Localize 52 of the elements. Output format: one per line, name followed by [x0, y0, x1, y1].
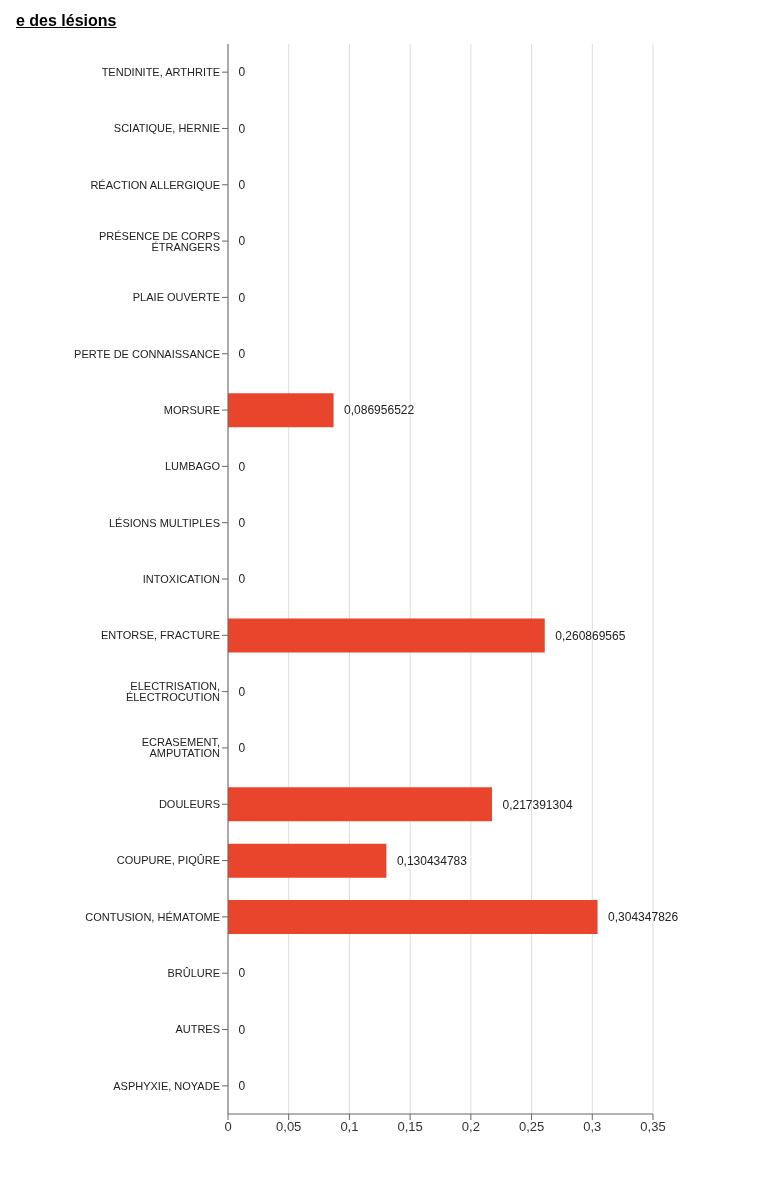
- text: e des lésions: [15, 11, 118, 31]
- y-tick-label: COUPURE, PIQÛRE: [116, 854, 220, 867]
- y-tick-label: PLAIE OUVERTE: [132, 291, 220, 304]
- data-label: 0: [238, 347, 246, 361]
- bar: [228, 393, 334, 428]
- x-tick-label: 0,05: [276, 1119, 302, 1135]
- bar: [228, 618, 545, 653]
- y-tick-label: TENDINITE, ARTHRITE: [101, 66, 220, 79]
- data-label: 0: [238, 290, 246, 305]
- y-tick-label: RÉACTION ALLERGIQUE: [90, 178, 220, 191]
- y-tick-label: ELECTRISATION, ÉLECTROCUTION: [125, 680, 221, 704]
- data-label: 0: [238, 65, 246, 80]
- data-label: 0,086956522: [344, 403, 415, 418]
- data-label: 0: [238, 515, 246, 530]
- data-label: 0: [238, 966, 246, 981]
- y-tick-label: MORSURE: [163, 403, 220, 416]
- data-label: 0: [238, 1022, 246, 1037]
- data-label: 0,130434783: [396, 853, 468, 868]
- x-tick-label: 0,15: [397, 1119, 423, 1135]
- data-label: 0,304347826: [608, 910, 679, 925]
- x-tick-label: 0,1: [340, 1119, 359, 1135]
- y-tick-label: ECRASEMENT, AMPUTATION: [141, 736, 221, 760]
- x-tick-label: 0,2: [461, 1119, 480, 1135]
- y-tick-label: ASPHYXIE, NOYADE: [113, 1079, 220, 1092]
- y-tick-label: AUTRES: [175, 1023, 220, 1036]
- y-tick-label: LUMBAGO: [164, 460, 221, 473]
- bar: [228, 787, 492, 822]
- data-label: 0: [238, 121, 246, 136]
- data-label: 0,217391304: [502, 797, 573, 812]
- y-tick-label: LÉSIONS MULTIPLES: [108, 516, 220, 529]
- x-tick-label: 0,25: [518, 1119, 545, 1135]
- data-label: 0: [238, 572, 246, 587]
- data-label: 0: [238, 178, 246, 193]
- x-tick-label: 0,35: [640, 1119, 666, 1135]
- bar: [228, 843, 387, 878]
- y-tick-label: INTOXICATION: [142, 572, 221, 585]
- x-tick-label: 0,3: [583, 1119, 602, 1135]
- y-tick-label: BRÛLURE: [167, 967, 220, 980]
- y-tick-label: CONTUSION, HÉMATOME: [85, 910, 220, 923]
- y-tick-label: SCIATIQUE, HERNIE: [113, 122, 220, 135]
- y-tick-label: DOULEURS: [158, 798, 220, 811]
- data-label: 0: [238, 459, 246, 474]
- y-tick-label: PRÉSENCE DE CORPS ÉTRANGERS: [98, 229, 220, 253]
- x-tick-label: 0: [224, 1119, 232, 1135]
- bar: [228, 900, 598, 934]
- data-label: 0: [238, 684, 246, 699]
- data-label: 0: [238, 1079, 246, 1094]
- data-label: 0: [238, 234, 246, 249]
- data-label: 0: [238, 741, 246, 756]
- data-label: 0,260869565: [555, 628, 626, 643]
- y-tick-label: PERTE DE CONNAISSANCE: [74, 347, 220, 360]
- y-tick-label: ENTORSE, FRACTURE: [101, 629, 220, 642]
